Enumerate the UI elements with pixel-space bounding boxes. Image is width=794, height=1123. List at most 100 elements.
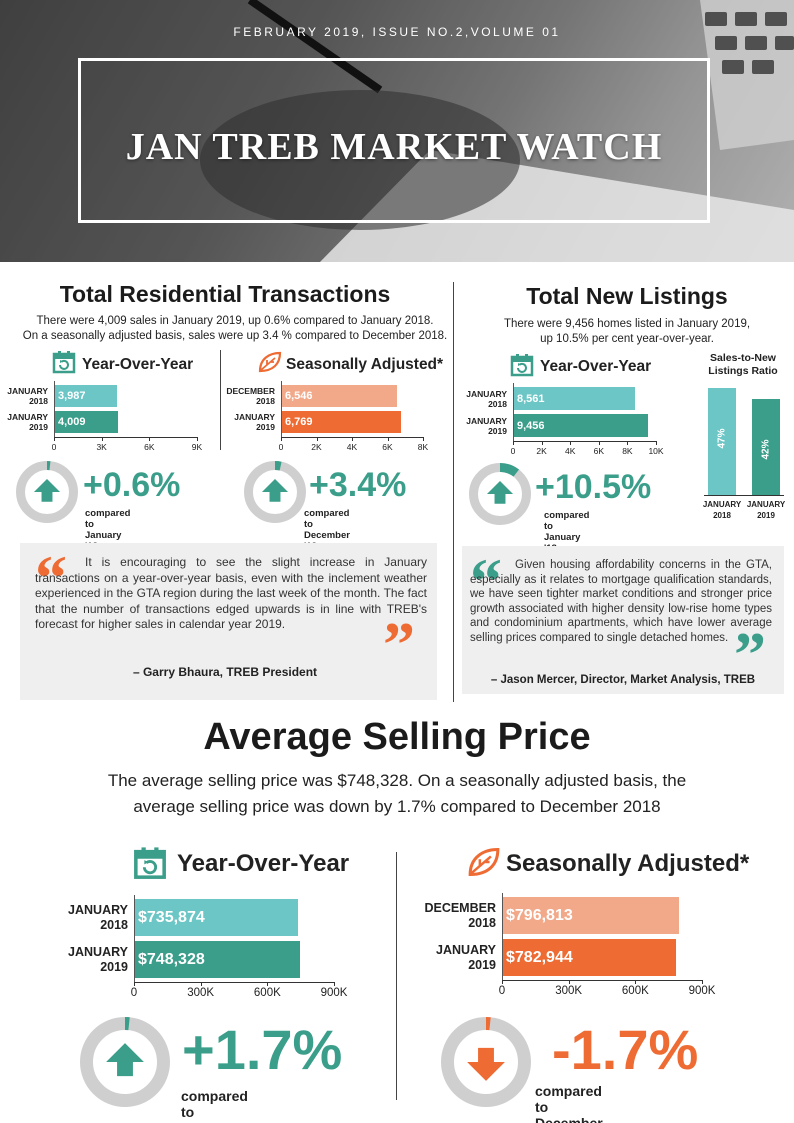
tick-label: 900K [688, 985, 716, 997]
tick-mark [316, 437, 318, 441]
price-title: Average Selling Price [203, 716, 591, 758]
section-divider [396, 852, 397, 1100]
bar: 6,769 [281, 411, 402, 433]
tick-label: 4K [346, 442, 358, 452]
title-frame [78, 58, 710, 223]
bar: $796,813 [502, 897, 680, 934]
ratio-title-line-2: Listings Ratio [708, 365, 778, 377]
tick-mark [387, 437, 389, 441]
bar-label-line-2: 2019 [488, 425, 507, 436]
y-axis [281, 381, 282, 437]
x-axis [513, 441, 656, 442]
tick-label: 4K [564, 446, 576, 456]
bar-label-line-2: 2018 [468, 915, 496, 930]
tick-mark [541, 441, 543, 445]
bar-label: JANUARY 2019 [0, 412, 48, 432]
close-quote-icon: ” [383, 609, 415, 680]
y-axis [502, 893, 503, 980]
x-axis [502, 980, 702, 981]
donut-segment [16, 461, 78, 523]
bar: $748,328 [134, 941, 301, 978]
tick-label: 300K [187, 987, 215, 999]
tick-mark [598, 441, 600, 445]
tick-mark [568, 980, 570, 984]
change-donut [80, 1017, 170, 1107]
tick-label: 600K [253, 987, 281, 999]
bar: 8,561 [513, 387, 636, 410]
tick-mark [656, 441, 657, 445]
bar-label-line-1: DECEMBER [226, 386, 275, 396]
bar: 4,009 [54, 411, 118, 433]
page-title: JAN TREB MARKET WATCH [125, 126, 663, 168]
tick-label: 6K [382, 442, 393, 452]
price-desc-1: The average selling price was $748,328. … [107, 771, 687, 790]
bar-label: JANUARY 2019 [462, 416, 507, 436]
bar-label-line-2: 2018 [100, 917, 128, 932]
bar-label: JANUARY 2019 [215, 412, 275, 432]
open-quote-icon: “ [470, 545, 502, 616]
bar-label-line-2: 2018 [256, 396, 275, 406]
change-donut [16, 461, 78, 523]
listings-title: Total New Listings [526, 283, 728, 309]
change-compare-label: compared to December '18 [535, 1083, 603, 1123]
bar-label: JANUARY 2019 [58, 945, 128, 975]
ratio-value: 42% [760, 439, 772, 460]
donut-segment [469, 463, 531, 525]
tick-label: 0 [278, 442, 284, 452]
tick-label: 3K [96, 442, 107, 452]
change-donut [244, 461, 306, 523]
change-value: +10.5% [535, 468, 652, 506]
bar: $735,874 [134, 899, 298, 936]
hero-banner [0, 0, 794, 262]
bar: 6,546 [281, 385, 398, 407]
column-divider [453, 282, 454, 702]
tick-label: 2K [311, 442, 322, 452]
calendar-refresh-icon [52, 350, 76, 379]
price-sa-heading: Seasonally Adjusted* [506, 850, 750, 877]
leaf-icon [466, 845, 502, 884]
bar-label-line-2: 2018 [29, 396, 48, 406]
bar-label-line-1: DECEMBER [424, 900, 496, 915]
tick-label: 600K [621, 985, 649, 997]
tick-label: 300K [555, 985, 583, 997]
y-axis [134, 895, 135, 982]
calendar-refresh-icon [510, 353, 534, 382]
bar-label-line-2: 2019 [100, 959, 128, 974]
change-donut [441, 1017, 531, 1107]
tick-label: 9K [191, 442, 203, 452]
tick-label: 0 [510, 446, 516, 456]
tick-mark [134, 982, 135, 986]
listings-yoy-heading: Year-Over-Year [540, 358, 652, 375]
change-value: +1.7% [182, 1018, 343, 1081]
ratio-title: Sales-to-New Listings Ratio [700, 352, 786, 378]
quote-text-director: Given housing affordability concerns in … [470, 559, 772, 644]
y-axis [513, 383, 514, 441]
tick-mark [502, 980, 503, 984]
tick-label: 2K [536, 446, 547, 456]
tick-mark [334, 982, 335, 986]
ratio-axis [704, 495, 784, 496]
tick-mark [352, 437, 353, 441]
tick-mark [267, 982, 269, 986]
issue-line: FEBRUARY 2019, ISSUE NO.2,VOLUME 01 [233, 25, 561, 39]
bar-label-line-1: JANUARY [234, 412, 275, 422]
tick-mark [627, 441, 629, 445]
x-axis [54, 437, 197, 438]
change-value: +0.6% [83, 466, 181, 504]
bar-label-line-1: JANUARY [7, 386, 48, 396]
tick-label: 900K [320, 987, 348, 999]
arrow-up-icon [486, 480, 514, 504]
tick-mark [423, 437, 424, 441]
hero-photo [0, 0, 794, 262]
quote-box-president [20, 543, 437, 700]
tick-mark [54, 437, 55, 441]
ratio-label-line-2: 2019 [757, 511, 775, 520]
tick-mark [200, 982, 202, 986]
calendar-refresh-icon [133, 846, 167, 885]
quote-author-president: – Garry Bhaura, TREB President [132, 665, 318, 679]
transactions-title: Total Residential Transactions [59, 281, 391, 307]
tick-label: 10K [648, 446, 664, 456]
tick-mark [197, 437, 198, 441]
ratio-title-line-1: Sales-to-New [710, 352, 776, 364]
arrow-down-icon [467, 1047, 505, 1081]
